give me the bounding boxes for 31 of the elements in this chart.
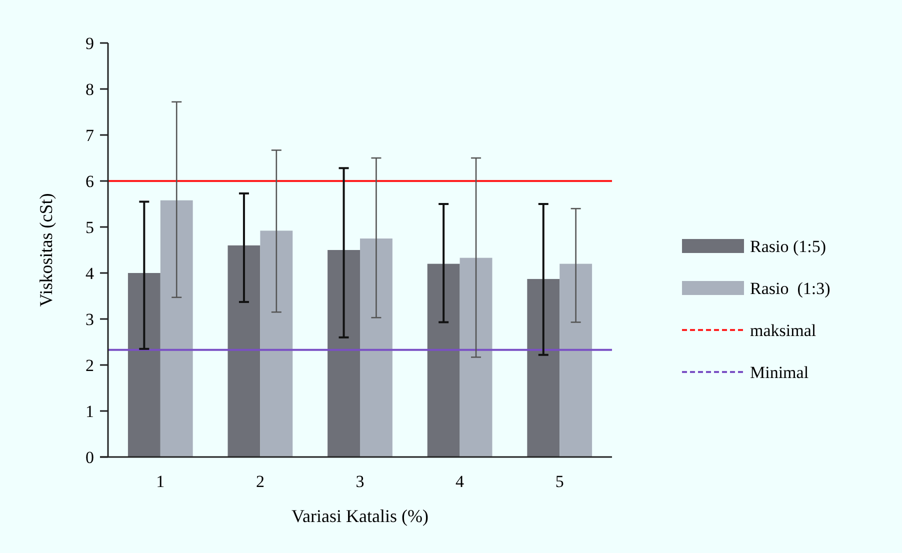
bar	[460, 258, 492, 457]
legend-label: Minimal	[750, 362, 809, 382]
y-tick-label: 0	[86, 448, 94, 467]
x-tick-label: 4	[456, 472, 465, 491]
bar	[527, 278, 560, 457]
y-tick-label: 5	[86, 218, 94, 237]
y-tick-label: 7	[86, 126, 94, 145]
y-axis-title: Viskositas (cSt)	[36, 193, 56, 307]
bar	[360, 238, 392, 457]
bar	[160, 200, 193, 457]
y-tick-label: 3	[86, 310, 94, 329]
x-tick-label: 2	[256, 472, 264, 491]
x-tick-label: 1	[156, 472, 165, 491]
x-tick-label: 5	[555, 472, 564, 491]
y-tick-label: 6	[86, 172, 94, 191]
bar	[560, 264, 592, 457]
y-tick-label: 4	[86, 264, 94, 283]
bar	[328, 250, 360, 457]
y-tick-label: 8	[86, 80, 94, 99]
bar	[260, 230, 293, 457]
x-axis-title: Variasi Katalis (%)	[292, 506, 428, 526]
bar	[228, 245, 260, 457]
y-tick-label: 2	[86, 356, 94, 375]
bar	[128, 273, 160, 457]
x-tick-label: 3	[356, 472, 364, 491]
bar	[427, 264, 460, 457]
y-tick-label: 9	[86, 34, 94, 53]
legend-label: Rasio (1:5)	[750, 236, 826, 256]
legend-label: Rasio (1:3)	[750, 278, 830, 298]
legend-label: maksimal	[750, 320, 816, 340]
y-tick-label: 1	[86, 402, 94, 421]
